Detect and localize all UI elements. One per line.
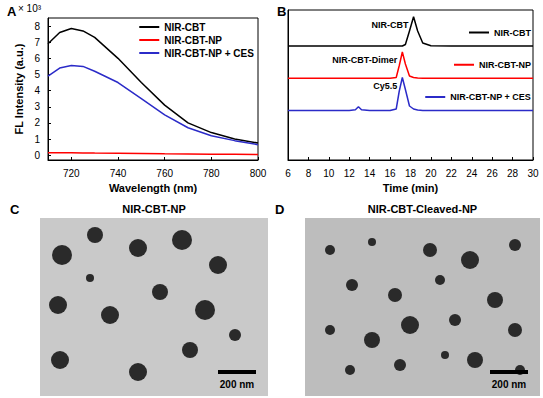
svg-text:A: A	[7, 4, 17, 19]
svg-text:14: 14	[364, 168, 376, 179]
svg-text:7: 7	[34, 37, 40, 48]
svg-text:Time (min): Time (min)	[383, 182, 439, 194]
svg-text:D: D	[275, 202, 284, 217]
svg-text:28: 28	[507, 168, 519, 179]
svg-text:Cy5.5: Cy5.5	[373, 81, 397, 91]
svg-text:200 nm: 200 nm	[220, 379, 255, 390]
svg-text:720: 720	[63, 168, 80, 179]
svg-text:NIR-CBT-Cleaved-NP: NIR-CBT-Cleaved-NP	[368, 203, 477, 215]
svg-text:22: 22	[446, 168, 458, 179]
svg-text:6: 6	[285, 168, 291, 179]
svg-text:× 10³: × 10³	[18, 3, 42, 14]
svg-text:NIR-CBT: NIR-CBT	[494, 28, 531, 38]
svg-text:6: 6	[34, 53, 40, 64]
svg-text:NIR-CBT-Dimer: NIR-CBT-Dimer	[332, 55, 398, 65]
svg-text:4: 4	[34, 85, 40, 96]
svg-text:24: 24	[466, 168, 478, 179]
svg-text:NIR-CBT-NP: NIR-CBT-NP	[122, 203, 186, 215]
svg-text:18: 18	[405, 168, 417, 179]
svg-text:8: 8	[34, 21, 40, 32]
svg-text:NIR-CBT-NP: NIR-CBT-NP	[479, 60, 531, 70]
svg-text:NIR-CBT-NP + CES: NIR-CBT-NP + CES	[164, 48, 254, 59]
svg-text:12: 12	[344, 168, 356, 179]
svg-text:200 nm: 200 nm	[492, 379, 527, 390]
svg-text:B: B	[277, 4, 286, 19]
svg-text:26: 26	[487, 168, 499, 179]
svg-text:740: 740	[110, 168, 127, 179]
svg-text:30: 30	[527, 168, 539, 179]
svg-text:760: 760	[156, 168, 173, 179]
svg-text:3: 3	[34, 101, 40, 112]
svg-text:0: 0	[34, 150, 40, 161]
svg-text:10: 10	[323, 168, 335, 179]
svg-text:2: 2	[34, 117, 40, 128]
svg-text:20: 20	[425, 168, 437, 179]
svg-text:780: 780	[203, 168, 220, 179]
svg-text:NIR-CBT-NP: NIR-CBT-NP	[164, 35, 222, 46]
svg-text:FL Intensity (a.u.): FL Intensity (a.u.)	[13, 43, 25, 134]
svg-text:NIR-CBT-NP + CES: NIR-CBT-NP + CES	[450, 92, 531, 102]
svg-text:Wavelength (nm): Wavelength (nm)	[109, 182, 198, 194]
svg-text:C: C	[10, 202, 20, 217]
svg-text:1: 1	[34, 134, 40, 145]
svg-text:800: 800	[250, 168, 267, 179]
svg-text:5: 5	[34, 69, 40, 80]
svg-text:16: 16	[385, 168, 397, 179]
svg-text:8: 8	[306, 168, 312, 179]
svg-text:NIR-CBT: NIR-CBT	[372, 20, 409, 30]
svg-text:NIR-CBT: NIR-CBT	[164, 22, 205, 33]
